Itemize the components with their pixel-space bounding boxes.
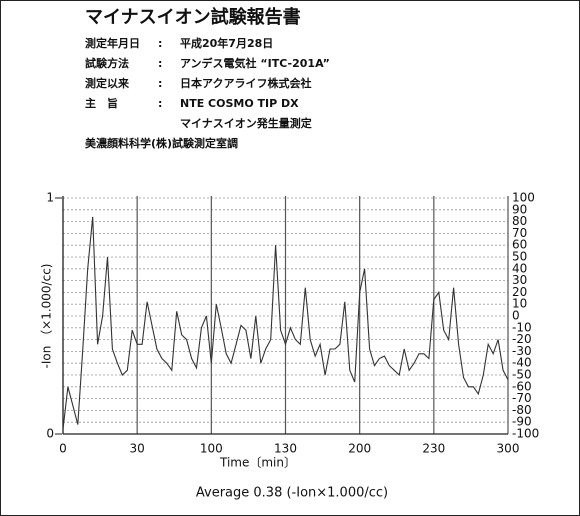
y-tick-label: 0 <box>46 427 54 441</box>
y2-tick-label: -70 <box>512 391 532 405</box>
x-tick-label: 30 <box>130 442 145 456</box>
y2-tick-label: 100 <box>512 191 535 205</box>
y2-tick-label: -10 <box>512 320 532 334</box>
y2-tick-label: -30 <box>512 344 532 358</box>
y-axis-label: -Ion （×1.000/cc) <box>40 264 54 369</box>
x-axis-label: Time〔min〕 <box>219 456 296 470</box>
x-tick-label: 100 <box>200 442 223 456</box>
y2-tick-label: 20 <box>512 285 527 299</box>
x-tick-label: 130 <box>274 442 297 456</box>
y2-tick-label: 10 <box>512 297 527 311</box>
x-tick-label: 0 <box>59 442 67 456</box>
y-tick-label: 1 <box>46 191 54 205</box>
y2-tick-label: 40 <box>512 261 527 275</box>
field-value: NTE COSMO TIP DX <box>180 97 299 110</box>
average-caption: Average 0.38 (-Ion×1.000/cc) <box>196 486 388 501</box>
y2-tick-label: -90 <box>512 415 532 429</box>
y2-tick-label: 80 <box>512 214 527 228</box>
ion-line <box>62 216 509 430</box>
y2-tick-label: 0 <box>512 309 520 323</box>
field-separator: : <box>158 37 162 50</box>
field-label: 測定以来 <box>85 76 130 90</box>
issuer: 美濃顔料科学(株)試験測定室調 <box>85 136 238 150</box>
field-label: 試験方法 <box>85 56 129 70</box>
y2-tick-label: 90 <box>512 202 527 216</box>
field-separator: : <box>158 77 162 90</box>
x-tick-label: 200 <box>348 442 371 456</box>
field-value: 日本アクアライフ株式会社 <box>180 76 311 90</box>
purpose-note: マイナスイオン発生量測定 <box>180 116 312 130</box>
field-label: 測定年月日 <box>85 36 140 50</box>
field-value: 平成20年7月28日 <box>180 36 273 50</box>
y2-tick-label: -50 <box>512 368 532 382</box>
field-label: 主 旨 <box>85 96 118 110</box>
x-tick-label: 230 <box>422 442 445 456</box>
y2-tick-label: 70 <box>512 226 527 240</box>
x-tick-label: 300 <box>497 442 520 456</box>
y2-tick-label: -60 <box>512 379 532 393</box>
y2-tick-label: 50 <box>512 250 527 264</box>
report-title: マイナスイオン試験報告書 <box>85 6 301 28</box>
y2-tick-label: -20 <box>512 332 532 346</box>
y2-tick-label: -100 <box>512 427 539 441</box>
y2-tick-label: -40 <box>512 356 532 370</box>
field-separator: : <box>158 57 162 70</box>
y2-tick-label: 60 <box>512 238 527 252</box>
field-separator: : <box>158 97 162 110</box>
field-value: アンデス電気社 “ITC-201A” <box>180 56 330 70</box>
y2-tick-label: -80 <box>512 403 532 417</box>
y2-tick-label: 30 <box>512 273 527 287</box>
